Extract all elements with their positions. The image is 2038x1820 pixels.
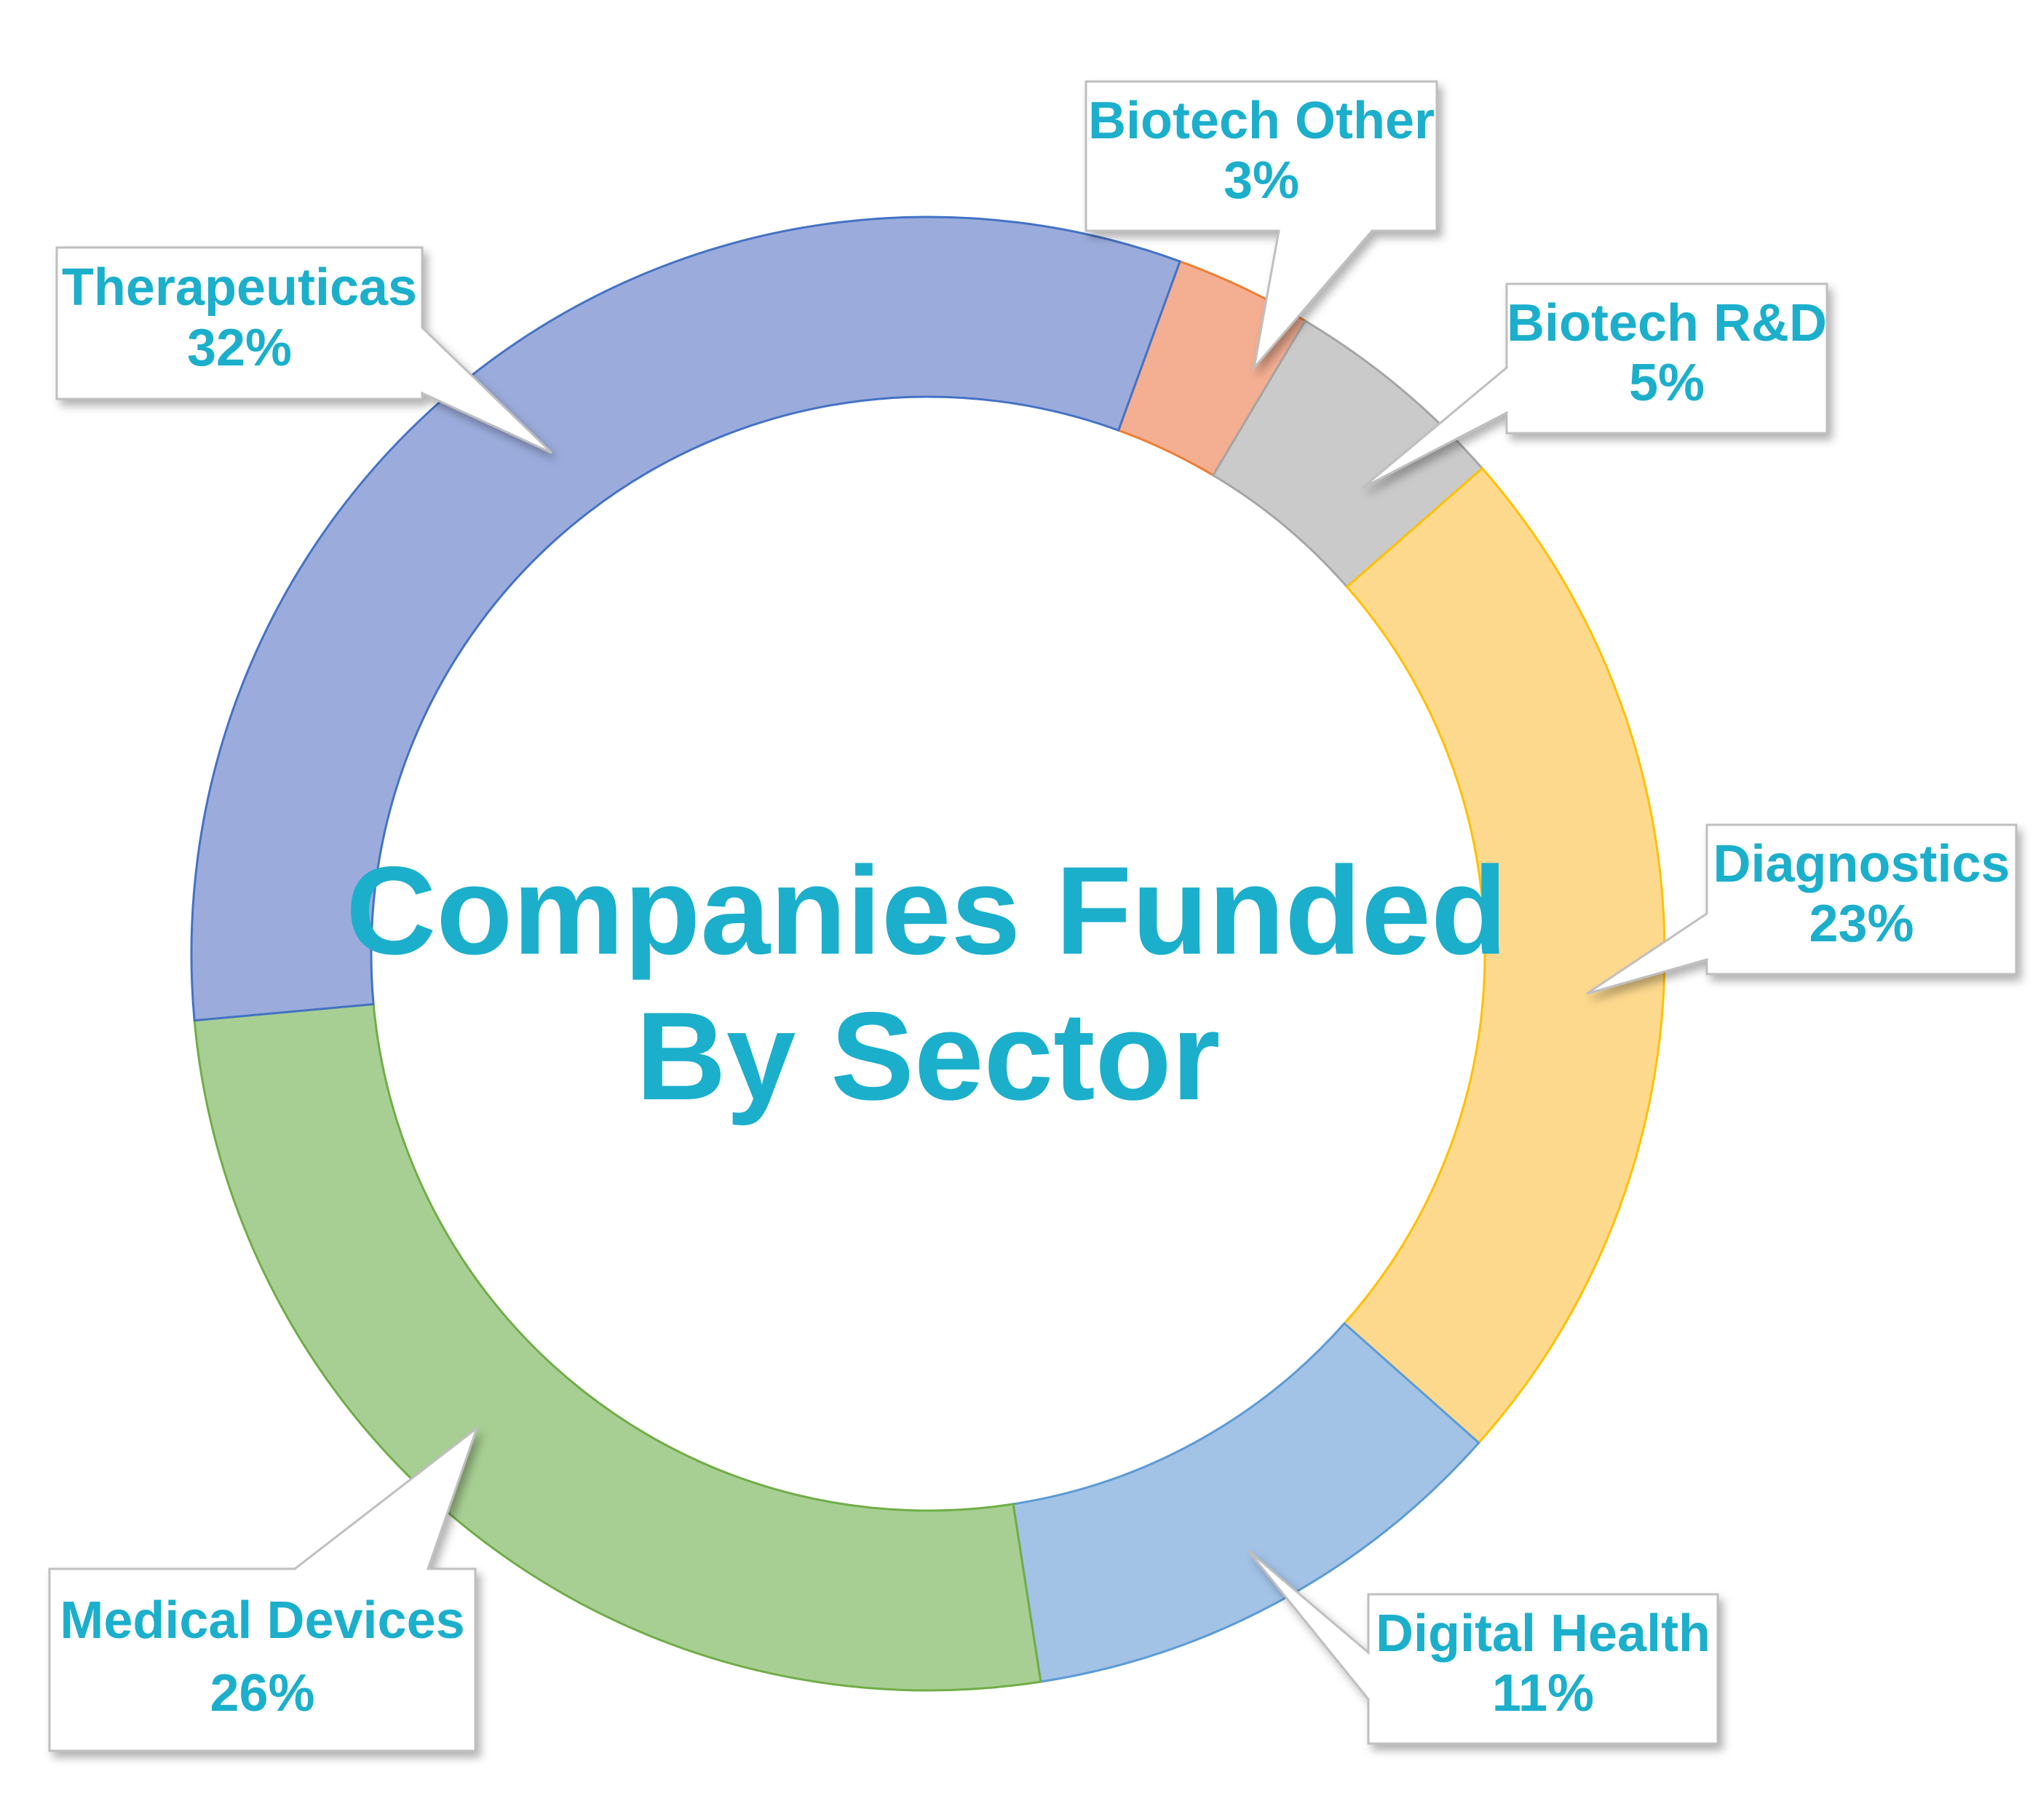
callout-category-label: Medical Devices [60,1591,464,1650]
callout-category-label: Therapeuticas [62,258,417,317]
callout-category-label: Digital Health [1376,1605,1710,1663]
callout-percent-label: 32% [187,319,292,377]
callout-category-label: Diagnostics [1713,835,2010,893]
callout-category-label: Biotech R&D [1507,294,1827,352]
callout-biotech-r-d: Biotech R&D5% [1362,282,1828,489]
slice-medical-devices [193,1002,1042,1692]
callout-box [55,246,553,454]
callout-medical-devices: Medical Devices 26% [48,1425,480,1752]
callout-percent-label: 5% [1629,354,1705,412]
callout-box [1362,282,1828,489]
chart-title-line-1: Companies Funded [346,841,1507,981]
callout-percent-label: 3% [1224,151,1299,210]
slice-therapeuticas [190,215,1182,1022]
callout-box [48,1425,480,1752]
callout-percent-label: 11% [1492,1664,1594,1722]
chart-title: Companies Funded By Sector [346,841,1510,1126]
callout-box [1085,80,1438,372]
callout-percent-label: 26% [210,1664,314,1722]
chart-title-line-2: By Sector [636,986,1221,1126]
callout-category-label: Biotech Other [1088,92,1435,150]
callout-percent-label: 23% [1809,895,1914,953]
callout-box [1586,823,2018,995]
callout-box [1247,1549,1719,1745]
doughnut-slices [190,215,1666,1692]
slice-diagnostics [1342,467,1666,1445]
